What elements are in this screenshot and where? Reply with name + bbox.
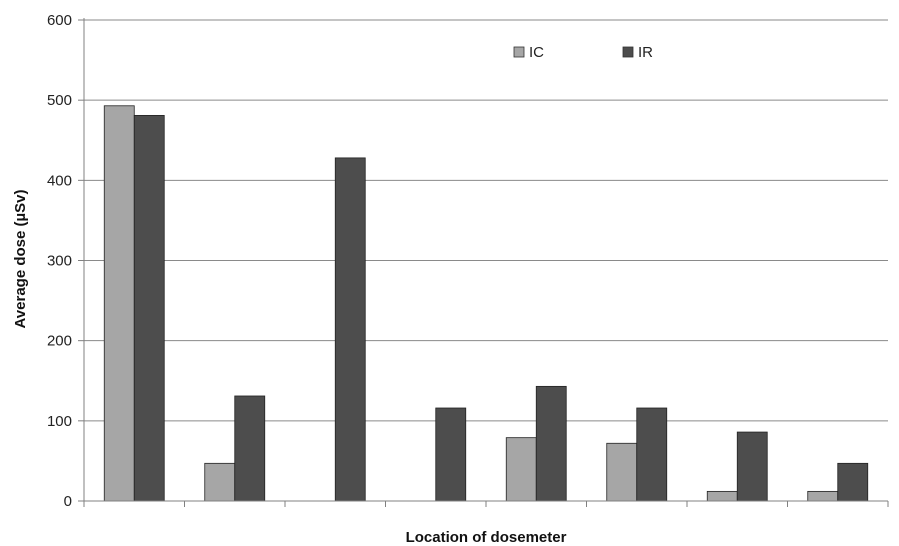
y-tick-label: 600 [47,12,72,29]
y-tick-label: 300 [47,253,72,270]
legend-swatch-ir [622,46,634,58]
y-axis-title: Average dose (µSv) [12,190,29,329]
bar-ir-3 [334,157,366,502]
bar-ir-4 [435,407,467,502]
legend-label-ir: IR [638,44,653,61]
bar-ir-6 [636,407,668,502]
bar-ir-5 [535,385,567,502]
axes [83,18,888,502]
y-tick-label: 100 [47,413,72,430]
legend: IC IR [513,44,653,61]
legend-label-ic: IC [529,44,544,61]
bars [103,105,869,502]
bar-ir-8 [837,462,869,502]
y-tick-label: 200 [47,333,72,350]
bar-ir-7 [736,431,768,502]
y-axis-ticks: 0 100 200 300 400 500 600 [47,12,84,510]
bar-ic-8 [807,490,839,502]
legend-swatch-ic [513,46,525,58]
bar-ir-2 [234,395,266,502]
y-tick-label: 0 [64,493,72,510]
bar-ir-1 [133,114,165,502]
y-tick-label: 400 [47,172,72,189]
x-axis-ticks [83,501,889,507]
gridlines [84,19,888,422]
y-tick-label: 500 [47,92,72,109]
bar-ic-6 [606,442,638,502]
bar-ic-2 [204,462,236,502]
bar-ic-7 [706,490,738,502]
x-axis-title: Location of dosemeter [406,529,567,546]
bar-ic-5 [505,437,537,502]
bar-ic-1 [103,105,135,502]
